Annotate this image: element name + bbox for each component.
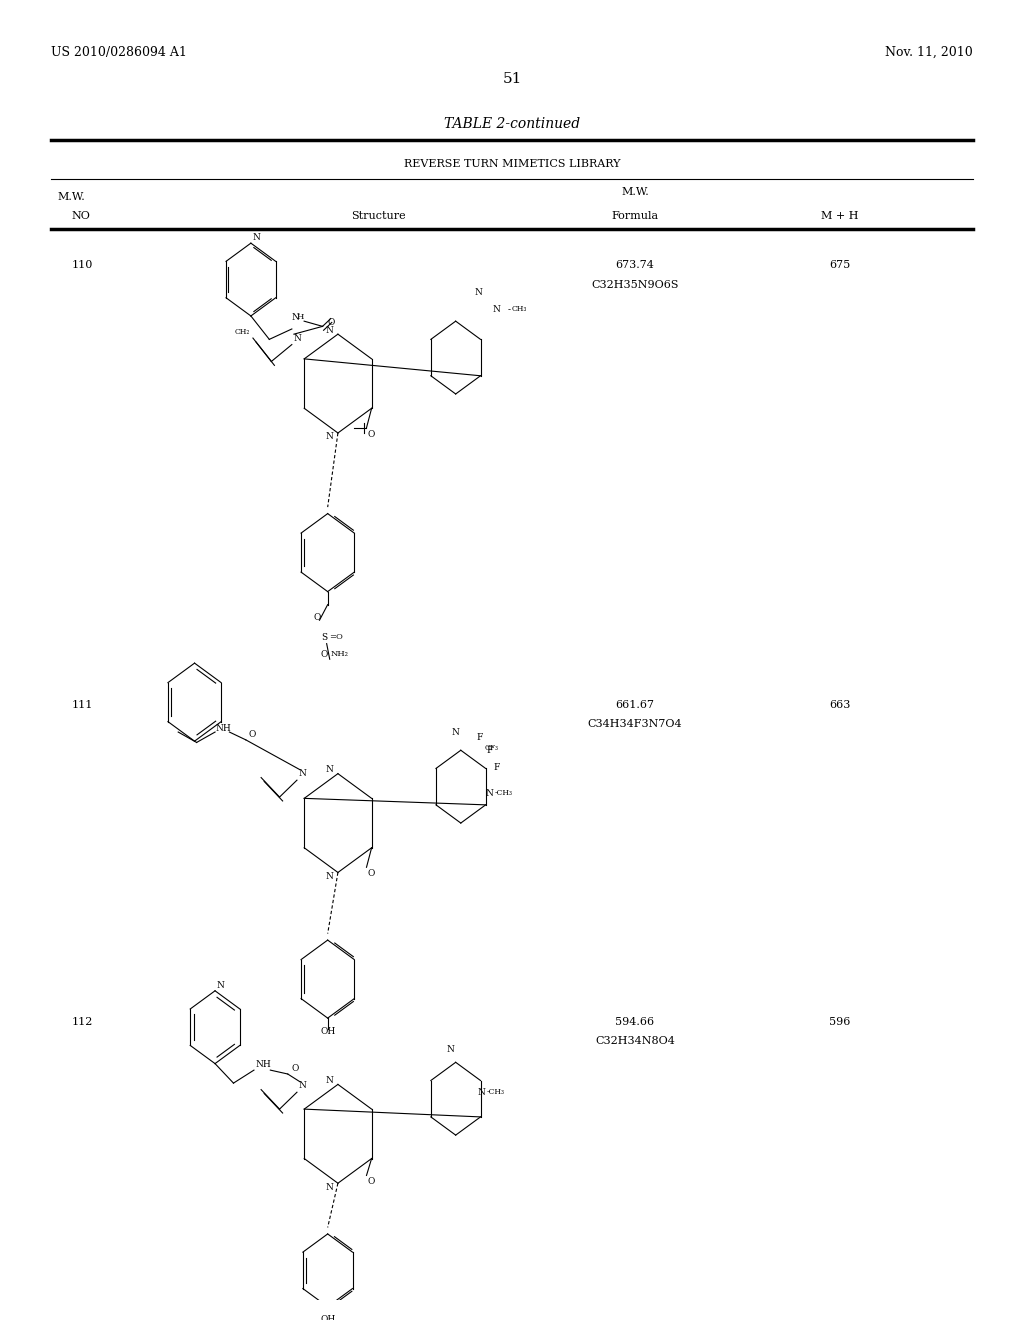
Text: N: N	[474, 288, 482, 297]
Text: NO: NO	[72, 211, 90, 220]
Text: N: N	[477, 1088, 485, 1097]
Text: 596: 596	[829, 1016, 850, 1027]
Text: N: N	[326, 1076, 334, 1085]
Text: NH: NH	[255, 1060, 271, 1069]
Text: NH: NH	[215, 723, 231, 733]
Text: O: O	[313, 612, 322, 622]
Text: US 2010/0286094 A1: US 2010/0286094 A1	[51, 45, 187, 58]
Text: 673.74: 673.74	[615, 260, 654, 271]
Text: Formula: Formula	[611, 211, 658, 220]
Text: N: N	[252, 234, 260, 243]
Text: C34H34F3N7O4: C34H34F3N7O4	[588, 719, 682, 729]
Text: OH: OH	[321, 1315, 335, 1320]
Text: C32H34N8O4: C32H34N8O4	[595, 1036, 675, 1047]
Text: -CH₃: -CH₃	[495, 789, 513, 797]
Text: S: S	[322, 632, 328, 642]
Text: N: N	[326, 766, 334, 775]
Text: N: N	[485, 788, 494, 797]
Text: O: O	[368, 1177, 376, 1187]
Text: O: O	[321, 649, 329, 659]
Text: Structure: Structure	[351, 211, 407, 220]
Text: N: N	[293, 334, 301, 343]
Text: O: O	[327, 318, 335, 327]
Text: CH₃: CH₃	[511, 305, 527, 313]
Text: -: -	[508, 305, 510, 314]
Text: N: N	[493, 305, 501, 314]
Text: Nov. 11, 2010: Nov. 11, 2010	[885, 45, 973, 58]
Text: H: H	[296, 313, 304, 321]
Text: M.W.: M.W.	[621, 187, 649, 197]
Text: 675: 675	[829, 260, 850, 271]
Text: 663: 663	[829, 700, 850, 710]
Text: N: N	[298, 1081, 306, 1090]
Text: F: F	[476, 733, 482, 742]
Text: N: N	[326, 433, 334, 441]
Text: F: F	[494, 763, 500, 772]
Text: O: O	[368, 430, 376, 438]
Text: N: N	[452, 727, 460, 737]
Text: OH: OH	[321, 1027, 335, 1036]
Text: 110: 110	[72, 260, 93, 271]
Text: N: N	[216, 981, 224, 990]
Text: N: N	[326, 873, 334, 880]
Text: M.W.: M.W.	[57, 193, 86, 202]
Text: CF₃: CF₃	[484, 743, 499, 751]
Text: N: N	[292, 313, 300, 322]
Text: M + H: M + H	[821, 211, 858, 220]
Text: CH₂: CH₂	[234, 327, 251, 335]
Text: 111: 111	[72, 700, 93, 710]
Text: O: O	[368, 870, 376, 878]
Text: 51: 51	[503, 71, 521, 86]
Text: REVERSE TURN MIMETICS LIBRARY: REVERSE TURN MIMETICS LIBRARY	[403, 158, 621, 169]
Text: N: N	[298, 770, 306, 779]
Text: C32H35N9O6S: C32H35N9O6S	[591, 280, 679, 289]
Text: N: N	[326, 1183, 334, 1192]
Text: TABLE 2-continued: TABLE 2-continued	[444, 117, 580, 131]
Text: 112: 112	[72, 1016, 93, 1027]
Text: O: O	[291, 1064, 299, 1073]
Text: -CH₃: -CH₃	[486, 1088, 505, 1096]
Text: N: N	[446, 1045, 455, 1053]
Text: O: O	[248, 730, 256, 739]
Text: F: F	[486, 746, 493, 755]
Text: 594.66: 594.66	[615, 1016, 654, 1027]
Text: NH₂: NH₂	[331, 649, 349, 659]
Text: N: N	[326, 326, 334, 335]
Text: =O: =O	[329, 634, 343, 642]
Text: 661.67: 661.67	[615, 700, 654, 710]
